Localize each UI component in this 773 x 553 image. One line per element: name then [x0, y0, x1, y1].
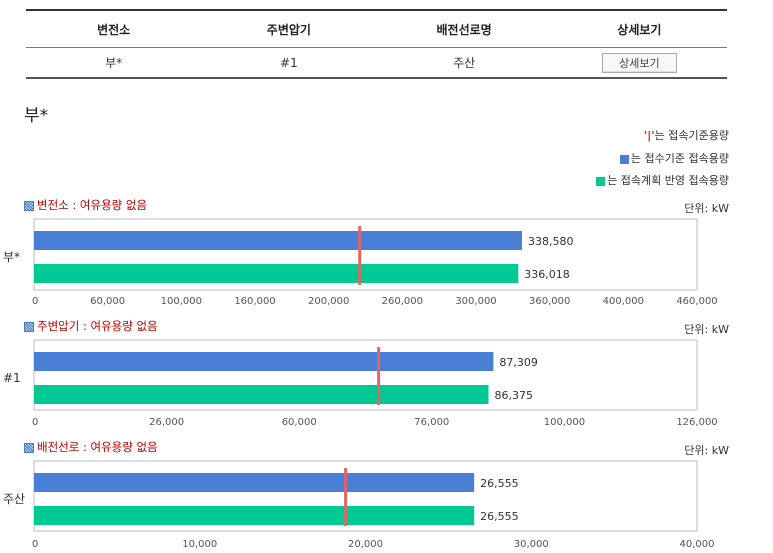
legend-red-mark: '|': [643, 129, 655, 142]
tick-label: 0: [32, 539, 38, 550]
data-label: 336,018: [524, 268, 570, 281]
bar-planned-capacity: [34, 385, 489, 404]
tick-label: 30,000: [514, 539, 549, 550]
legend-blue: 는 접수기준 접속용량: [619, 150, 729, 166]
tick-label: 360,000: [529, 296, 570, 307]
tick-label: 260,000: [382, 296, 423, 307]
row-label: 부*: [3, 250, 20, 264]
legend-blue-label: 는 접수기준 접속용량: [630, 152, 729, 165]
tick-label: 26,000: [149, 417, 184, 428]
tick-label: 60,000: [90, 296, 125, 307]
legend-green: 는 접속계획 반영 접속용량: [596, 172, 729, 188]
section-bullet-icon: [24, 321, 34, 332]
section-title-text: 배전선로 : 여유용량 없음: [37, 440, 158, 454]
header-transformer: 주변압기: [266, 22, 311, 37]
tick-label: 300,000: [455, 296, 496, 307]
legend-reference: '|'는 접속기준용량: [644, 127, 729, 143]
unit-label: 단위: kW: [684, 323, 729, 336]
bar-received-capacity: [34, 231, 522, 250]
tick-label: 100,000: [161, 296, 202, 307]
tick-label: 10,000: [182, 539, 217, 550]
bar-planned-capacity: [34, 264, 519, 283]
data-label: 338,580: [528, 235, 574, 248]
detail-view-button[interactable]: 상세보기: [602, 52, 677, 73]
section-title-text: 주변압기 : 여유용량 없음: [37, 319, 158, 333]
data-label: 26,555: [480, 510, 519, 523]
tick-label: 100,000: [544, 417, 585, 428]
tick-label: 460,000: [676, 296, 717, 307]
tick-label: 0: [32, 296, 38, 307]
data-label: 26,555: [480, 477, 519, 490]
cell-detail: 상세보기: [552, 52, 727, 73]
data-label: 86,375: [494, 389, 533, 402]
data-label: 87,309: [499, 356, 537, 369]
tick-label: 126,000: [676, 417, 717, 428]
reference-line: [344, 468, 348, 526]
reference-line: [358, 226, 362, 285]
section-bullet-icon: [24, 200, 34, 211]
section-title-transformer: 주변압기 : 여유용량 없음: [24, 318, 158, 334]
tick-label: 200,000: [308, 296, 349, 307]
section-title-line: 배전선로 : 여유용량 없음: [24, 439, 158, 455]
bar-received-capacity: [34, 473, 475, 492]
tick-label: 0: [32, 417, 38, 428]
section-title-substation: 변전소 : 여유용량 없음: [24, 197, 147, 213]
tick-label: 400,000: [603, 296, 644, 307]
bar-received-capacity: [34, 352, 494, 371]
tick-label: 160,000: [234, 296, 275, 307]
tick-label: 60,000: [282, 417, 317, 428]
row-label: #1: [3, 371, 21, 385]
legend-reference-label: 는 접속기준용량: [654, 129, 729, 142]
tick-label: 40,000: [680, 539, 715, 550]
table-row: 부* #1 주산 상세보기: [26, 48, 727, 79]
cell-substation: 부*: [105, 56, 123, 70]
reference-line: [377, 347, 381, 405]
summary-table: 변전소 주변압기 배전선로명 상세보기 부* #1 주산 상세보기: [26, 9, 727, 79]
bar-planned-capacity: [34, 506, 475, 525]
header-line-name: 배전선로명: [436, 22, 492, 37]
section-title-text: 변전소 : 여유용량 없음: [37, 198, 148, 212]
legend-blue-swatch: [619, 154, 629, 164]
section-bullet-icon: [24, 442, 34, 453]
selected-substation-title: 부*: [24, 106, 49, 126]
table-header-row: 변전소 주변압기 배전선로명 상세보기: [26, 9, 727, 48]
unit-label: 단위: kW: [684, 444, 729, 457]
cell-transformer: #1: [280, 55, 298, 70]
row-label: 주산: [3, 492, 25, 506]
legend-green-label: 는 접속계획 반영 접속용량: [607, 174, 729, 187]
header-substation: 변전소: [97, 22, 131, 37]
cell-line-name: 주산: [453, 56, 476, 70]
header-detail: 상세보기: [617, 22, 662, 37]
unit-label: 단위: kW: [684, 202, 729, 215]
tick-label: 20,000: [348, 539, 383, 550]
tick-label: 76,000: [414, 417, 449, 428]
legend-green-swatch: [596, 176, 606, 186]
